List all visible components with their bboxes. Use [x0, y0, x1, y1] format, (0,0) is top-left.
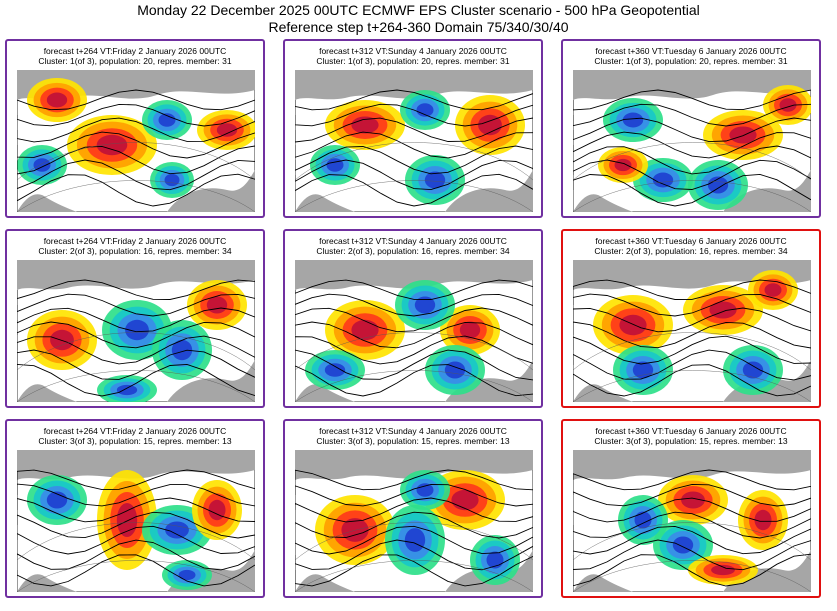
panel-cluster-label: Cluster: 2(of 3), population: 16, repres…	[38, 246, 232, 256]
panel-forecast-label: forecast t+312 VT:Sunday 4 January 2026 …	[319, 236, 507, 246]
cluster-panel[interactable]: forecast t+312 VT:Sunday 4 January 2026 …	[283, 419, 543, 598]
cluster-panel[interactable]: forecast t+360 VT:Tuesday 6 January 2026…	[561, 39, 821, 218]
cluster-panel[interactable]: forecast t+360 VT:Tuesday 6 January 2026…	[561, 419, 821, 598]
geopotential-map	[573, 70, 811, 212]
geopotential-map	[295, 260, 533, 402]
panel-forecast-label: forecast t+312 VT:Sunday 4 January 2026 …	[319, 46, 507, 56]
panel-cluster-label: Cluster: 3(of 3), population: 15, repres…	[316, 436, 510, 446]
cluster-panel[interactable]: forecast t+312 VT:Sunday 4 January 2026 …	[283, 229, 543, 408]
cluster-panel[interactable]: forecast t+264 VT:Friday 2 January 2026 …	[5, 419, 265, 598]
panel-cluster-label: Cluster: 1(of 3), population: 20, repres…	[316, 56, 510, 66]
panel-cluster-label: Cluster: 3(of 3), population: 15, repres…	[594, 436, 788, 446]
panel-forecast-label: forecast t+360 VT:Tuesday 6 January 2026…	[595, 426, 787, 436]
panel-cluster-label: Cluster: 1(of 3), population: 20, repres…	[594, 56, 788, 66]
figure-subtitle: Reference step t+264-360 Domain 75/340/3…	[268, 19, 569, 35]
figure-title: Monday 22 December 2025 00UTC ECMWF EPS …	[137, 2, 700, 18]
cluster-panel[interactable]: forecast t+312 VT:Sunday 4 January 2026 …	[283, 39, 543, 218]
panel-cluster-label: Cluster: 2(of 3), population: 16, repres…	[316, 246, 510, 256]
panel-forecast-label: forecast t+264 VT:Friday 2 January 2026 …	[43, 426, 227, 436]
geopotential-map	[573, 450, 811, 592]
geopotential-map	[295, 450, 533, 592]
cluster-panel[interactable]: forecast t+360 VT:Tuesday 6 January 2026…	[561, 229, 821, 408]
geopotential-map	[573, 260, 811, 402]
panel-forecast-label: forecast t+360 VT:Tuesday 6 January 2026…	[595, 46, 787, 56]
geopotential-map	[17, 260, 255, 402]
panel-cluster-label: Cluster: 2(of 3), population: 16, repres…	[594, 246, 788, 256]
panel-forecast-label: forecast t+264 VT:Friday 2 January 2026 …	[43, 46, 227, 56]
geopotential-map	[17, 450, 255, 592]
cluster-panel[interactable]: forecast t+264 VT:Friday 2 January 2026 …	[5, 39, 265, 218]
panel-cluster-label: Cluster: 1(of 3), population: 20, repres…	[38, 56, 232, 66]
panel-cluster-label: Cluster: 3(of 3), population: 15, repres…	[38, 436, 232, 446]
geopotential-map	[17, 70, 255, 212]
panel-forecast-label: forecast t+312 VT:Sunday 4 January 2026 …	[319, 426, 507, 436]
cluster-panel[interactable]: forecast t+264 VT:Friday 2 January 2026 …	[5, 229, 265, 408]
panel-forecast-label: forecast t+264 VT:Friday 2 January 2026 …	[43, 236, 227, 246]
geopotential-map	[295, 70, 533, 212]
panel-forecast-label: forecast t+360 VT:Tuesday 6 January 2026…	[595, 236, 787, 246]
